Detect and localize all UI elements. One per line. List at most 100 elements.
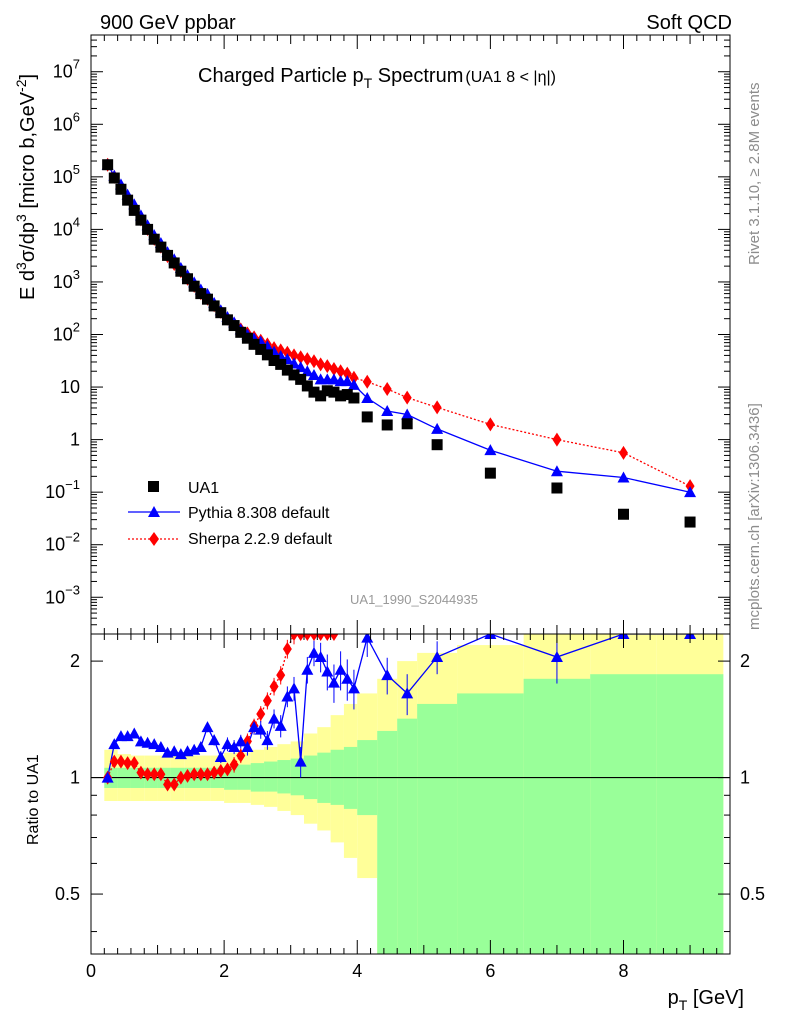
ua1-point (551, 482, 563, 494)
sherpa-ratio-point (196, 767, 206, 782)
sherpa-ratio-point (176, 770, 186, 785)
ratio-y-tick-label-right: 0.5 (740, 884, 765, 904)
ua1-point (195, 288, 207, 300)
ua1-point (135, 214, 147, 226)
stat-uncertainty-band (417, 703, 458, 954)
sherpa-line (107, 164, 691, 487)
ua1-point (235, 326, 247, 338)
pythia-point (550, 465, 563, 477)
stat-uncertainty-band (457, 693, 524, 954)
pythia-ratio-point (154, 740, 167, 752)
pythia-ratio-point (248, 721, 261, 733)
pythia-ratio-point (208, 734, 221, 746)
ua1-point (484, 467, 496, 479)
sherpa-ratio-point (116, 754, 126, 769)
sherpa-ratio-point (163, 777, 173, 792)
pythia-ratio-point (401, 687, 414, 699)
ratio-frame (90, 633, 731, 955)
ua1-point (228, 320, 240, 332)
pythia-ratio-point (321, 665, 334, 677)
ratio-y-tick-label-right: 2 (740, 651, 750, 671)
sherpa-ratio-point (322, 634, 332, 641)
ua1-point (361, 411, 373, 423)
pythia-ratio-point (128, 727, 141, 739)
sherpa-ratio-point (183, 768, 193, 783)
sherpa-point (362, 374, 372, 389)
ua1-point (268, 355, 280, 367)
ua1-point (208, 300, 220, 312)
ratio-y-tick-label-right: 1 (740, 768, 750, 788)
legend-marker-pythia (148, 506, 160, 517)
pythia-ratio-point (254, 723, 267, 735)
chart-title: Charged Particle pT Spectrum (UA1 8 < |η|… (198, 65, 556, 91)
ua1-point (175, 265, 187, 277)
pythia-ratio-point (201, 721, 214, 733)
sherpa-ratio-point (149, 767, 159, 782)
sherpa-ratio-point (296, 634, 306, 641)
pythia-point (341, 375, 354, 387)
ua1-point (261, 349, 273, 361)
sherpa-point (619, 445, 628, 460)
ua1-point (401, 418, 413, 430)
ratio-y-axis-label: Ratio to UA1 (25, 754, 42, 845)
sherpa-point (322, 359, 332, 374)
sherpa-point (302, 352, 312, 367)
y-tick-label: 102 (53, 320, 80, 345)
pythia-point (431, 422, 444, 434)
ua1-point (168, 257, 180, 269)
ratio-y-tick-label: 2 (70, 651, 80, 671)
pythia-point (617, 471, 630, 483)
stat-uncertainty-band (397, 718, 418, 954)
pythia-ratio-point (241, 740, 254, 752)
ua1-point (328, 386, 340, 398)
pythia-point (307, 368, 320, 380)
ua1-point (295, 373, 307, 385)
ua1-point (275, 358, 287, 370)
ua1-point (288, 369, 300, 381)
analysis-watermark: UA1_1990_S2044935 (350, 592, 478, 607)
sherpa-point (309, 354, 319, 369)
pythia-ratio-point (341, 672, 354, 684)
ua1-point (182, 273, 194, 285)
pythia-point (301, 365, 314, 377)
sherpa-point (402, 390, 412, 405)
sherpa-ratio-point (329, 634, 339, 641)
pythia-ratio-point (194, 740, 207, 752)
sherpa-ratio-point (129, 756, 139, 771)
stat-uncertainty-band (656, 674, 724, 954)
ratio-axes: 0 2 4 6 8 0.5 0.5 1 1 2 2 (55, 634, 765, 981)
sherpa-ratio-point (109, 754, 119, 769)
x-tick-label: 2 (219, 961, 229, 981)
rivet-label: Rivet 3.1.10, ≥ 2.8M events (746, 83, 763, 266)
sherpa-ratio-point (216, 763, 226, 778)
pythia-point (347, 378, 360, 390)
ua1-point (122, 194, 134, 206)
ua1-point (155, 241, 167, 253)
pythia-line (107, 164, 691, 493)
pythia-ratio-point (431, 650, 444, 662)
ratio-bands (91, 634, 730, 954)
stat-uncertainty-band (590, 674, 657, 954)
x-tick-label: 4 (352, 961, 362, 981)
pythia-ratio-point (261, 734, 274, 746)
pythia-ratio-point (314, 650, 327, 662)
y-tick-label: 1 (70, 430, 80, 450)
sherpa-ratio-point (309, 634, 319, 641)
ua1-point (148, 233, 160, 245)
sherpa-point (316, 357, 326, 372)
ua1-point (321, 385, 333, 397)
sherpa-ratio-point (123, 756, 133, 771)
ua1-point (108, 172, 120, 184)
ua1-point (381, 419, 393, 431)
sherpa-ratio-point (229, 757, 239, 772)
sherpa-ratio-point (236, 748, 246, 763)
pythia-ratio-point (550, 650, 563, 662)
sherpa-point (289, 348, 299, 363)
pythia-point (684, 486, 697, 498)
pythia-ratio-point (168, 745, 181, 757)
pythia-point (327, 373, 340, 385)
sherpa-point (342, 366, 352, 381)
main-panel (101, 157, 697, 528)
